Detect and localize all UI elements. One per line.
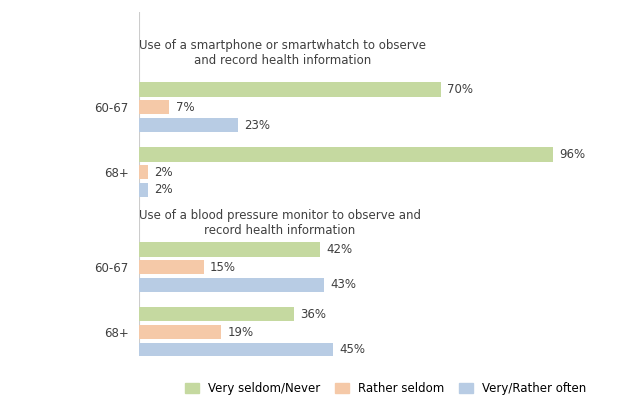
Text: 45%: 45% (339, 343, 365, 356)
Bar (139, 82, 441, 96)
Bar (139, 165, 148, 179)
Bar (139, 325, 221, 339)
Text: 7%: 7% (176, 101, 194, 114)
Bar (139, 343, 333, 357)
Text: 2%: 2% (154, 183, 173, 196)
Bar (139, 260, 204, 275)
Text: Use of a blood pressure monitor to observe and
record health information: Use of a blood pressure monitor to obser… (139, 209, 421, 237)
Text: Use of a smartphone or smartwhatch to observe
and record health information: Use of a smartphone or smartwhatch to ob… (139, 38, 426, 66)
Bar (139, 147, 553, 162)
Text: 43%: 43% (331, 279, 357, 292)
Bar (139, 100, 169, 115)
Text: 23%: 23% (245, 119, 270, 132)
Text: 2%: 2% (154, 166, 173, 179)
Text: 19%: 19% (228, 326, 253, 339)
Text: 36%: 36% (301, 308, 327, 321)
Text: 70%: 70% (447, 83, 473, 96)
Bar (139, 183, 148, 197)
Bar (139, 118, 238, 132)
Bar (139, 307, 294, 322)
Text: 96%: 96% (559, 148, 585, 161)
Bar (139, 278, 324, 292)
Text: 15%: 15% (210, 260, 236, 274)
Bar (139, 242, 320, 256)
Text: 42%: 42% (327, 243, 353, 256)
Legend: Very seldom/Never, Rather seldom, Very/Rather often: Very seldom/Never, Rather seldom, Very/R… (185, 382, 586, 395)
